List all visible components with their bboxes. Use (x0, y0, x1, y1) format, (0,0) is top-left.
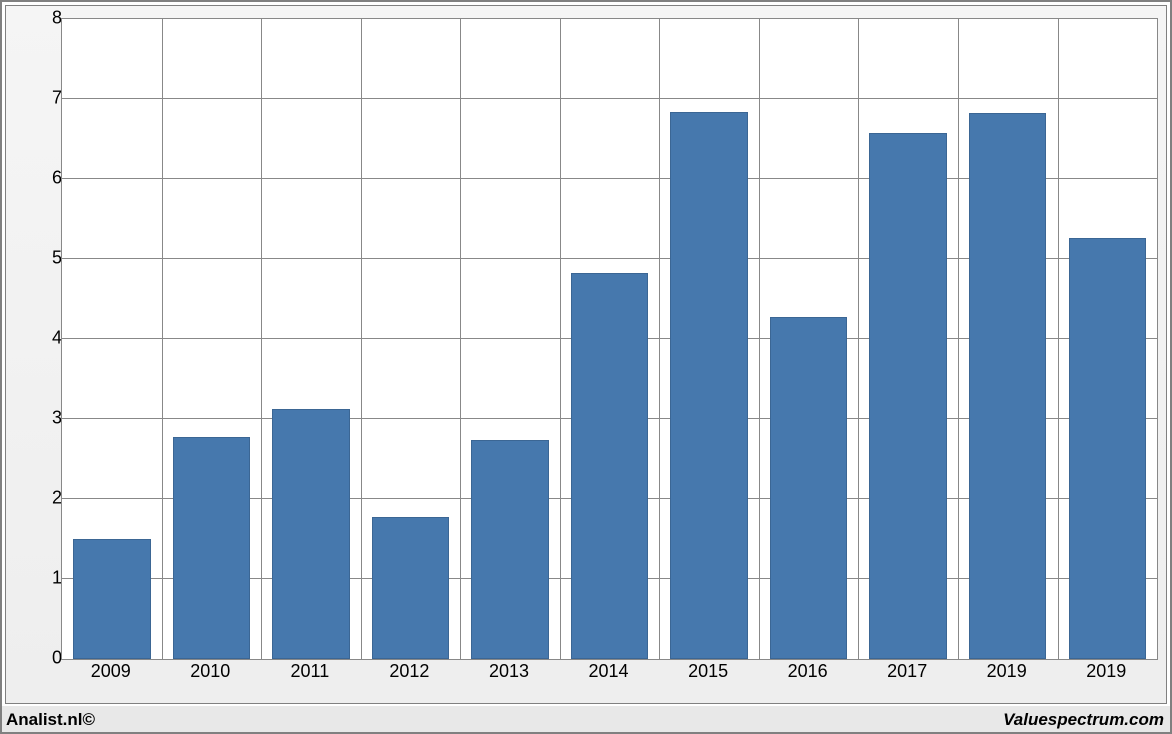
xtick-1: 2010 (190, 661, 230, 682)
ytick-0: 0 (22, 648, 62, 669)
footer-credit-right: Valuespectrum.com (1003, 710, 1164, 730)
gridline-v-10 (1058, 19, 1059, 659)
bar-2011 (272, 409, 350, 659)
footer-credit-left: Analist.nl© (6, 710, 95, 730)
ytick-5: 5 (22, 248, 62, 269)
bar-2017 (869, 133, 947, 659)
gridline-v-4 (460, 19, 461, 659)
ytick-6: 6 (22, 168, 62, 189)
gridline-v-1 (162, 19, 163, 659)
ytick-2: 2 (22, 488, 62, 509)
bar-2009 (73, 539, 151, 659)
bar-2013 (471, 440, 549, 659)
chart-inner-frame: 0 1 2 3 4 5 6 7 8 (5, 5, 1167, 704)
bar-2012 (372, 517, 450, 659)
xtick-6: 2015 (688, 661, 728, 682)
ytick-3: 3 (22, 408, 62, 429)
gridline-v-3 (361, 19, 362, 659)
ytick-4: 4 (22, 328, 62, 349)
gridline-v-6 (659, 19, 660, 659)
xtick-8: 2017 (887, 661, 927, 682)
xtick-3: 2012 (389, 661, 429, 682)
xtick-9: 2019 (987, 661, 1027, 682)
bar-2019-a (969, 113, 1047, 659)
xtick-0: 2009 (91, 661, 131, 682)
xtick-7: 2016 (788, 661, 828, 682)
xtick-5: 2014 (588, 661, 628, 682)
ytick-7: 7 (22, 88, 62, 109)
bar-2015 (670, 112, 748, 659)
gridline-v-5 (560, 19, 561, 659)
bar-2019-b (1069, 238, 1147, 659)
gridline-v-2 (261, 19, 262, 659)
gridline-h-7 (62, 98, 1157, 99)
bar-2016 (770, 317, 848, 659)
bar-2010 (173, 437, 251, 659)
gridline-v-7 (759, 19, 760, 659)
ytick-1: 1 (22, 568, 62, 589)
xtick-4: 2013 (489, 661, 529, 682)
bar-2014 (571, 273, 649, 659)
plot-area (61, 18, 1158, 660)
xtick-2: 2011 (291, 661, 330, 682)
gridline-v-8 (858, 19, 859, 659)
gridline-v-9 (958, 19, 959, 659)
ytick-8: 8 (22, 8, 62, 29)
chart-outer-frame: 0 1 2 3 4 5 6 7 8 (0, 0, 1172, 734)
footer: Analist.nl© Valuespectrum.com (2, 706, 1170, 732)
xtick-10: 2019 (1086, 661, 1126, 682)
